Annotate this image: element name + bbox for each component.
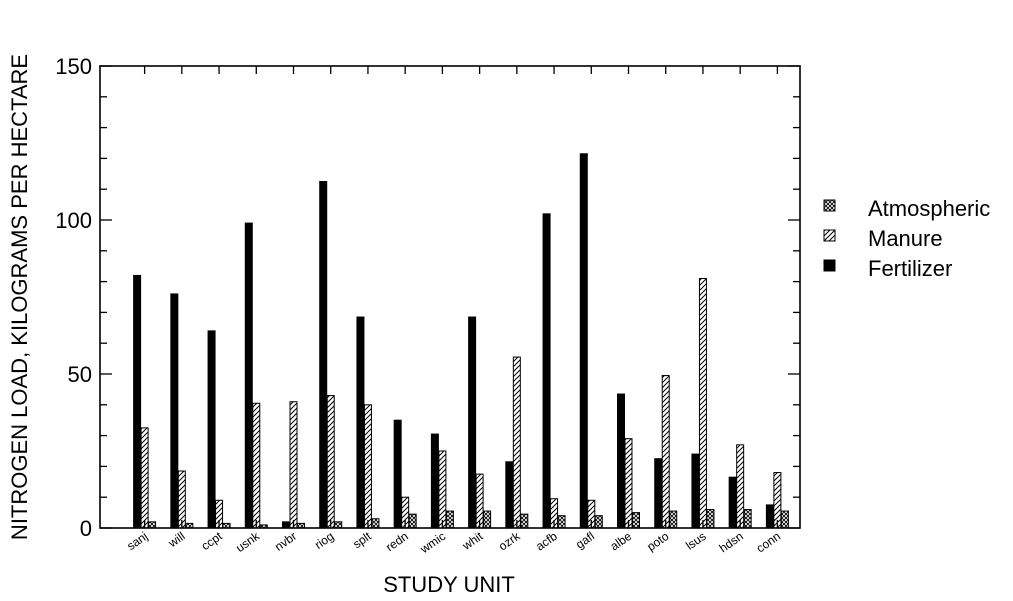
bar-fertilizer-nvbr	[282, 521, 290, 529]
x-tick-label-ccpt: ccpt	[199, 529, 226, 553]
bar-manure-lsus	[698, 278, 707, 529]
bar-atmospheric-conn	[780, 510, 789, 529]
legend-label-manure: Manure	[868, 226, 943, 251]
bar-fertilizer-splt	[356, 316, 365, 529]
x-tick-label-will: will	[165, 529, 188, 551]
bar-atmospheric-whit	[483, 510, 492, 529]
bar-manure-riog	[326, 395, 335, 529]
legend-label-fertilizer: Fertilizer	[868, 256, 952, 281]
bars-group	[133, 153, 789, 529]
legend-swatch-fertilizer	[823, 259, 836, 272]
bar-fertilizer-usnk	[244, 222, 253, 529]
x-tick-label-riog: riog	[312, 529, 336, 552]
x-tick-label-hdsn: hdsn	[717, 529, 746, 555]
x-axis-title: STUDY UNIT	[383, 572, 515, 597]
y-axis-title: NITROGEN LOAD, KILOGRAMS PER HECTARE	[7, 54, 32, 540]
bar-fertilizer-ozrk	[505, 461, 514, 529]
bar-fertilizer-acfb	[542, 213, 551, 529]
bar-fertilizer-wmic	[430, 433, 439, 529]
bar-atmospheric-wmic	[445, 510, 454, 529]
bar-fertilizer-riog	[319, 181, 328, 529]
x-tick-label-conn: conn	[754, 529, 783, 555]
y-tick-label: 100	[55, 208, 92, 233]
bar-fertilizer-poto	[654, 458, 663, 529]
bar-atmospheric-lsus	[706, 509, 715, 529]
x-axis-ticks: sanj will ccpt usnk nvbr riog splt redn wmic whit…	[124, 66, 783, 557]
x-tick-label-whit: whit	[459, 529, 486, 554]
bar-atmospheric-splt	[371, 518, 380, 529]
x-tick-label-sanj: sanj	[124, 529, 150, 553]
bar-atmospheric-gafl	[594, 515, 603, 529]
bar-manure-poto	[661, 375, 670, 529]
bar-manure-will	[177, 470, 186, 529]
bar-manure-hdsn	[736, 444, 745, 529]
y-tick-label: 50	[68, 362, 92, 387]
bar-atmospheric-poto	[669, 510, 678, 529]
bar-fertilizer-ccpt	[207, 330, 216, 529]
x-tick-label-ozrk: ozrk	[496, 528, 523, 553]
bar-fertilizer-hdsn	[728, 476, 737, 529]
bar-fertilizer-lsus	[691, 453, 700, 529]
legend-swatch-atmospheric	[823, 199, 836, 212]
legend: Atmospheric Manure Fertilizer	[823, 196, 990, 281]
x-tick-label-splt: splt	[350, 529, 374, 552]
bar-fertilizer-whit	[468, 316, 477, 529]
bar-manure-usnk	[252, 402, 261, 529]
bar-manure-whit	[475, 473, 484, 529]
x-tick-label-albe: albe	[608, 529, 635, 554]
bar-atmospheric-redn	[408, 513, 417, 529]
bar-atmospheric-sanj	[148, 521, 157, 529]
bar-fertilizer-albe	[617, 393, 625, 529]
bar-fertilizer-sanj	[133, 274, 142, 529]
y-tick-label: 0	[80, 516, 92, 541]
bar-fertilizer-will	[170, 293, 179, 529]
bar-manure-nvbr	[289, 401, 298, 529]
y-tick-label: 150	[55, 54, 92, 79]
x-tick-label-acfb: acfb	[533, 529, 560, 554]
bar-manure-wmic	[438, 450, 447, 529]
bar-fertilizer-redn	[393, 419, 402, 529]
plot-frame	[99, 65, 801, 529]
bar-manure-ozrk	[512, 356, 521, 529]
bar-manure-sanj	[140, 427, 149, 529]
bar-manure-albe	[624, 438, 633, 529]
x-tick-label-wmic: wmic	[417, 529, 448, 557]
bar-atmospheric-riog	[334, 521, 343, 529]
bar-manure-conn	[773, 472, 782, 529]
x-tick-label-poto: poto	[644, 529, 671, 554]
bar-manure-splt	[363, 404, 372, 529]
x-tick-label-usnk: usnk	[233, 528, 263, 555]
bar-atmospheric-albe	[632, 512, 640, 529]
legend-swatch-manure	[823, 229, 836, 242]
bar-atmospheric-hdsn	[743, 509, 752, 529]
legend-label-atmospheric: Atmospheric	[868, 196, 990, 221]
y-axis-ticks: 0 50 100 150	[55, 54, 800, 541]
bar-fertilizer-conn	[765, 504, 774, 529]
bar-atmospheric-acfb	[557, 515, 566, 529]
x-tick-label-gafl: gafl	[573, 529, 597, 552]
bar-atmospheric-ozrk	[520, 513, 529, 529]
x-tick-label-redn: redn	[383, 529, 411, 554]
bar-fertilizer-gafl	[579, 153, 588, 529]
x-tick-label-lsus: lsus	[683, 529, 709, 553]
x-tick-label-nvbr: nvbr	[272, 529, 299, 554]
